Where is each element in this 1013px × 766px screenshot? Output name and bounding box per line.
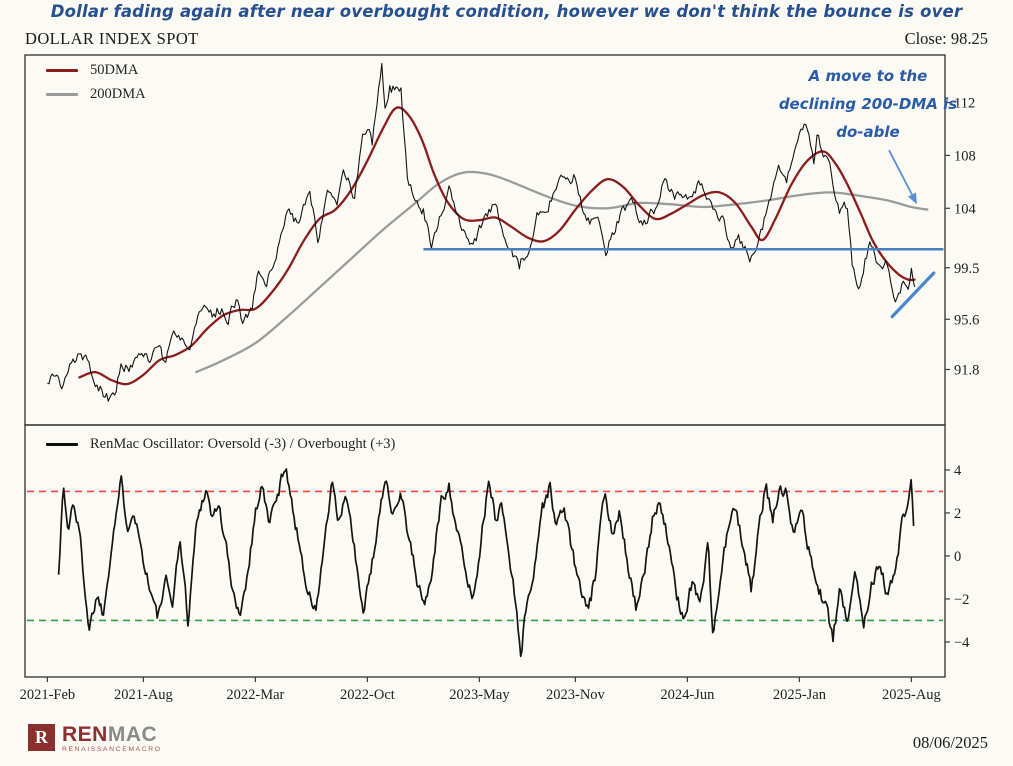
renmac-logo-mark-icon: R xyxy=(28,724,55,751)
x-axis-tick-label: 2021-Feb xyxy=(20,687,76,703)
renmac-logo-name: RENMAC xyxy=(62,724,162,745)
oscillator-y-tick-label: 2 xyxy=(954,506,961,522)
oscillator-y-tick-label: 0 xyxy=(954,549,961,565)
legend-item-200dma: 200DMA xyxy=(46,86,146,103)
renmac-logo: R RENMAC RENAISSANCEMACRO xyxy=(28,724,162,754)
price-series-line xyxy=(47,62,916,402)
handwritten-annotation: A move to the declining 200-DMA is do-ab… xyxy=(762,62,974,146)
x-axis-tick-label: 2025-Aug xyxy=(882,687,941,703)
dma50-line xyxy=(78,106,916,386)
price-y-tick-label: 95.6 xyxy=(954,312,979,328)
annotation-line-3: do-able xyxy=(836,123,900,141)
legend-label-200dma: 200DMA xyxy=(90,86,146,102)
annotation-arrow-line xyxy=(888,149,913,195)
handwritten-headline: Dollar fading again after near overbough… xyxy=(50,2,963,21)
oscillator-panel-border xyxy=(24,424,946,678)
x-axis-tick-label: 2021-Aug xyxy=(114,687,173,703)
price-y-tick-label: 112 xyxy=(954,96,975,112)
annotation-arrowhead-icon xyxy=(907,192,917,205)
oscillator-series-line xyxy=(57,468,915,658)
price-y-tick-label: 108 xyxy=(954,148,976,164)
oscillator-y-tick-label: −2 xyxy=(954,592,969,608)
annotation-line-2: declining 200-DMA is xyxy=(778,95,958,113)
price-y-tick-label: 104 xyxy=(954,201,977,217)
price-y-tick-label: 91.8 xyxy=(954,363,979,379)
main-chart-legend: 50DMA 200DMA xyxy=(46,62,146,103)
oscillator-y-tick-label: −4 xyxy=(954,635,970,651)
oscillator-y-tick-label: 4 xyxy=(954,463,962,479)
dma200-line xyxy=(195,170,929,374)
x-axis-tick-label: 2025-Jan xyxy=(773,687,827,703)
x-axis-tick-label: 2022-Oct xyxy=(340,687,395,703)
annotation-line-1: A move to the xyxy=(808,67,928,85)
report-date: 08/06/2025 xyxy=(912,733,988,752)
price-y-tick-label: 99.5 xyxy=(954,261,979,277)
legend-label-oscillator: RenMac Oscillator: Oversold (-3) / Overb… xyxy=(90,436,396,452)
x-axis-tick-label: 2023-May xyxy=(449,687,510,703)
renmac-logo-subtext: RENAISSANCEMACRO xyxy=(62,746,162,753)
close-value-label: Close: 98.25 xyxy=(904,29,988,48)
legend-item-50dma: 50DMA xyxy=(46,62,146,79)
renmac-logo-name-ren: REN xyxy=(62,723,108,746)
chart-title: DOLLAR INDEX SPOT xyxy=(25,29,199,48)
renmac-logo-text: RENMAC RENAISSANCEMACRO xyxy=(62,724,162,754)
rising-trendline xyxy=(890,271,936,319)
legend-item-oscillator: RenMac Oscillator: Oversold (-3) / Overb… xyxy=(46,436,395,453)
x-axis-tick-label: 2024-Jun xyxy=(660,687,715,703)
legend-label-50dma: 50DMA xyxy=(90,62,139,78)
renmac-logo-name-mac: MAC xyxy=(107,723,158,746)
dma50-swatch-icon xyxy=(46,69,78,72)
oscillator-legend: RenMac Oscillator: Oversold (-3) / Overb… xyxy=(46,436,395,453)
x-axis-tick-label: 2022-Mar xyxy=(226,687,284,703)
x-axis-tick-label: 2023-Nov xyxy=(546,687,606,703)
oscillator-swatch-icon xyxy=(46,443,78,446)
dma200-swatch-icon xyxy=(46,93,78,96)
